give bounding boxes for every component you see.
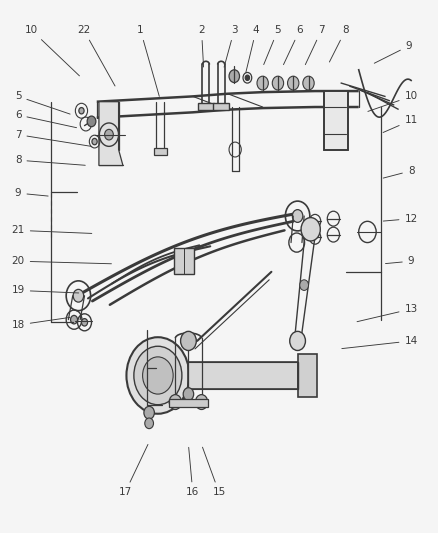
Bar: [174, 248, 194, 274]
Circle shape: [300, 280, 308, 290]
Circle shape: [195, 394, 208, 409]
Bar: [213, 103, 229, 110]
Circle shape: [229, 70, 240, 83]
Circle shape: [301, 217, 320, 241]
Bar: [188, 362, 297, 389]
Circle shape: [79, 108, 84, 114]
Circle shape: [92, 139, 97, 145]
Circle shape: [245, 75, 250, 80]
Text: 5: 5: [15, 91, 70, 114]
Text: 8: 8: [383, 166, 414, 178]
Text: 3: 3: [224, 25, 237, 67]
Circle shape: [288, 76, 299, 90]
Circle shape: [145, 418, 153, 429]
Text: 2: 2: [198, 25, 205, 67]
Circle shape: [144, 406, 154, 419]
Circle shape: [134, 346, 182, 405]
Circle shape: [73, 289, 84, 302]
Text: 8: 8: [15, 155, 85, 165]
Text: 9: 9: [15, 188, 48, 198]
Circle shape: [87, 116, 96, 127]
Text: 17: 17: [119, 445, 148, 497]
Bar: [297, 354, 317, 397]
Text: 22: 22: [77, 25, 115, 86]
Text: 18: 18: [11, 318, 70, 330]
Text: 14: 14: [342, 336, 418, 349]
Circle shape: [257, 76, 268, 90]
Circle shape: [272, 76, 284, 90]
Bar: [153, 149, 166, 155]
Text: 1: 1: [137, 25, 159, 96]
Bar: [324, 91, 348, 150]
Text: 7: 7: [305, 25, 325, 64]
Circle shape: [292, 209, 303, 222]
Circle shape: [81, 319, 88, 326]
Bar: [169, 399, 208, 407]
Circle shape: [180, 332, 196, 351]
Circle shape: [71, 316, 78, 324]
Text: 20: 20: [11, 256, 111, 266]
Circle shape: [169, 394, 181, 409]
Text: 16: 16: [186, 447, 199, 497]
Bar: [198, 103, 214, 110]
Circle shape: [290, 332, 305, 351]
Circle shape: [183, 387, 194, 400]
Text: 12: 12: [383, 214, 418, 224]
Text: 11: 11: [383, 115, 418, 133]
Circle shape: [105, 130, 113, 140]
Text: 6: 6: [283, 25, 303, 64]
Text: 8: 8: [329, 25, 349, 62]
Circle shape: [143, 357, 173, 394]
Text: 19: 19: [11, 286, 79, 295]
Text: 9: 9: [385, 256, 414, 266]
Text: 10: 10: [368, 91, 418, 111]
Bar: [324, 91, 348, 150]
Text: 15: 15: [202, 447, 226, 497]
Polygon shape: [99, 102, 123, 165]
Circle shape: [303, 76, 314, 90]
Text: 10: 10: [25, 25, 79, 76]
Text: 4: 4: [246, 25, 259, 72]
Circle shape: [127, 337, 189, 414]
Text: 6: 6: [15, 110, 77, 128]
Text: 9: 9: [374, 41, 412, 63]
Text: 5: 5: [264, 25, 281, 64]
Text: 7: 7: [15, 130, 92, 147]
Text: 13: 13: [357, 304, 418, 322]
Text: 21: 21: [11, 225, 92, 236]
